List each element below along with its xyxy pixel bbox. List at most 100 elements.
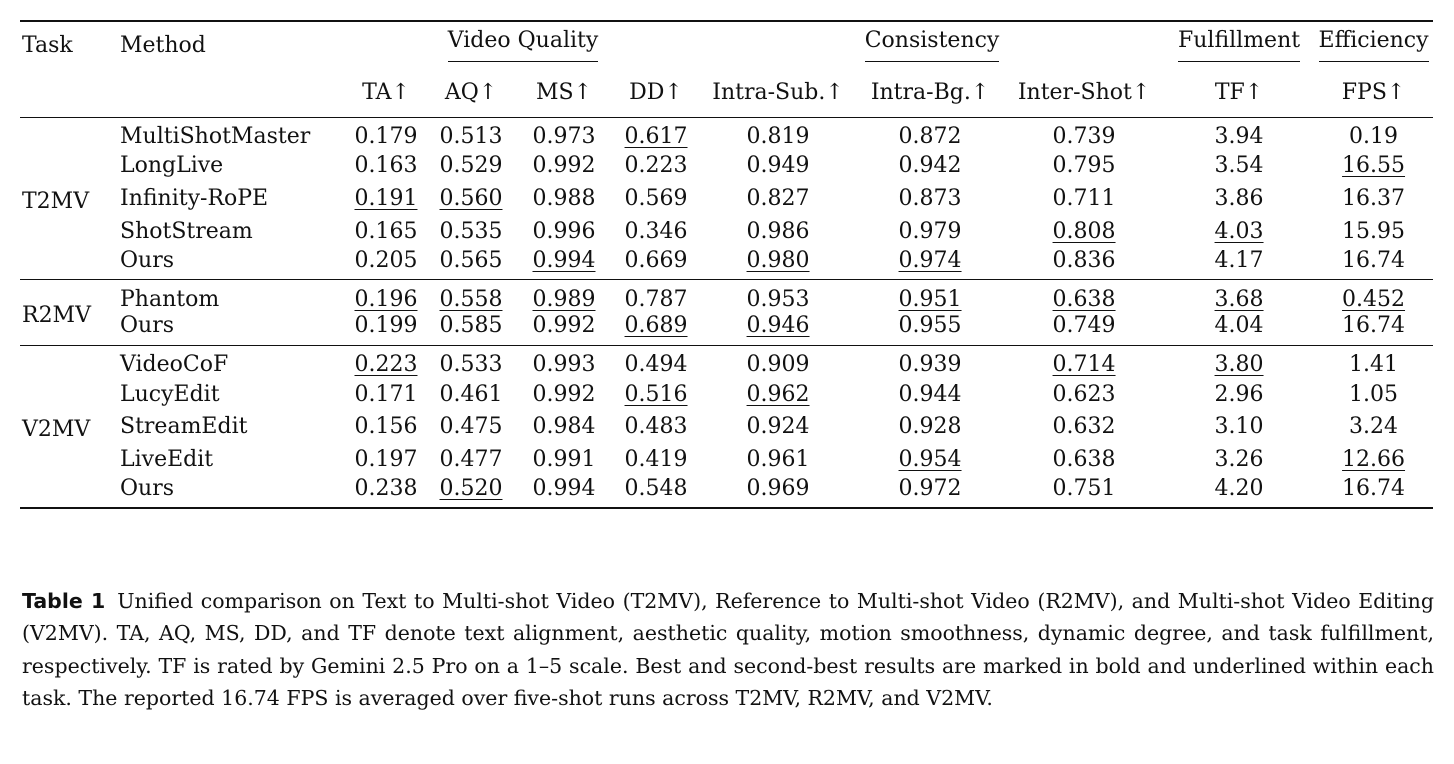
header-empty-method bbox=[120, 69, 346, 117]
cell-tf: 3.68 bbox=[1164, 280, 1314, 313]
cell-ms: 0.993 bbox=[532, 352, 596, 378]
cell-ta: 0.171 bbox=[354, 381, 418, 407]
cell-aq: 0.558 bbox=[426, 280, 516, 313]
cell-dd: 0.346 bbox=[624, 218, 688, 244]
cell-intra-sub: 0.909 bbox=[746, 352, 810, 378]
cell-intra-sub: 0.953 bbox=[746, 287, 810, 313]
method-name: Ours bbox=[120, 475, 175, 501]
cell-aq: 0.513 bbox=[439, 124, 503, 150]
cell-dd: 0.223 bbox=[624, 153, 688, 179]
cell-intra-bg: 0.972 bbox=[898, 475, 962, 501]
cell-ta: 0.179 bbox=[354, 124, 418, 150]
cell-fps: 0.19 bbox=[1349, 124, 1399, 150]
cell-fps: 12.66 bbox=[1314, 443, 1433, 476]
cell-ms: 0.994 bbox=[532, 475, 596, 501]
cell-fps: 1.41 bbox=[1349, 352, 1399, 378]
cell-value: 0.994 bbox=[532, 247, 596, 273]
header-metric-dd: DD↑ bbox=[629, 80, 683, 106]
cell-ta: 0.238 bbox=[354, 475, 418, 501]
cell-ms: 0.992 bbox=[532, 381, 596, 407]
header-metric-intra-bg: Intra-Bg.↑ bbox=[870, 80, 990, 106]
header-metric-inter-shot: Inter-Shot↑ bbox=[1017, 80, 1151, 106]
cell-tf: 3.80 bbox=[1164, 345, 1314, 378]
method-name: Phantom bbox=[120, 287, 220, 313]
cell-value: 0.223 bbox=[354, 352, 418, 378]
cell-intra-bg: 0.939 bbox=[898, 352, 962, 378]
cell-intra-bg: 0.951 bbox=[856, 280, 1004, 313]
cell-value: 0.196 bbox=[354, 287, 418, 313]
cell-dd: 0.494 bbox=[624, 352, 688, 378]
cell-value: 3.68 bbox=[1214, 287, 1264, 313]
cell-aq: 0.477 bbox=[439, 446, 503, 472]
cell-tf: 3.86 bbox=[1214, 185, 1264, 211]
table-row: Ours 0.238 0.520 0.994 0.548 0.969 0.972… bbox=[20, 475, 1434, 509]
header-empty-task bbox=[20, 69, 120, 117]
cell-aq: 0.565 bbox=[439, 247, 503, 273]
cell-intra-bg: 0.928 bbox=[898, 414, 962, 440]
results-table: Task Method Video Quality Consistency Fu… bbox=[20, 20, 1434, 509]
header-group-fulfillment: Fulfillment bbox=[1164, 21, 1314, 69]
cell-aq: 0.560 bbox=[426, 182, 516, 215]
cell-intra-sub: 0.961 bbox=[746, 446, 810, 472]
cell-fps: 16.55 bbox=[1314, 150, 1433, 183]
cell-tf: 4.17 bbox=[1214, 247, 1264, 273]
header-metric-ta: TA↑ bbox=[362, 80, 410, 106]
table-row: Ours 0.199 0.585 0.992 0.689 0.946 0.955… bbox=[20, 313, 1433, 346]
cell-inter-shot: 0.739 bbox=[1052, 124, 1116, 150]
cell-value: 0.452 bbox=[1342, 287, 1406, 313]
section-v2mv: V2MV VideoCoF 0.223 0.533 0.993 0.494 0.… bbox=[20, 345, 1434, 509]
cell-value: 0.617 bbox=[624, 124, 688, 150]
cell-value: 0.560 bbox=[439, 185, 503, 211]
header-group-consistency-label: Consistency bbox=[863, 28, 1002, 63]
cell-value: 0.980 bbox=[746, 247, 810, 273]
table-row: LongLive 0.163 0.529 0.992 0.223 0.949 0… bbox=[20, 150, 1433, 183]
cell-dd: 0.516 bbox=[612, 378, 700, 411]
cell-intra-sub: 0.946 bbox=[700, 313, 856, 346]
caption-text: Unified comparison on Text to Multi-shot… bbox=[22, 589, 1434, 711]
cell-intra-sub: 0.962 bbox=[700, 378, 856, 411]
cell-dd: 0.569 bbox=[624, 185, 688, 211]
cell-tf: 4.03 bbox=[1164, 215, 1314, 248]
cell-dd: 0.787 bbox=[624, 287, 688, 313]
table-row: LiveEdit 0.197 0.477 0.991 0.419 0.961 0… bbox=[20, 443, 1433, 476]
cell-value: 0.951 bbox=[898, 287, 962, 313]
table-row: ShotStream 0.165 0.535 0.996 0.346 0.986… bbox=[20, 215, 1433, 248]
cell-intra-sub: 0.986 bbox=[746, 218, 810, 244]
cell-fps: 16.37 bbox=[1342, 185, 1406, 211]
cell-inter-shot: 0.749 bbox=[1052, 313, 1116, 339]
cell-tf: 4.04 bbox=[1214, 313, 1264, 339]
cell-fps: 0.452 bbox=[1314, 280, 1433, 313]
cell-intra-bg: 0.942 bbox=[898, 153, 962, 179]
cell-dd: 0.548 bbox=[624, 475, 688, 501]
cell-dd: 0.483 bbox=[624, 414, 688, 440]
cell-intra-sub: 0.827 bbox=[746, 185, 810, 211]
cell-ms: 0.984 bbox=[532, 414, 596, 440]
cell-inter-shot: 0.714 bbox=[1004, 345, 1164, 378]
header-group-consistency: Consistency bbox=[700, 21, 1164, 69]
cell-value: 0.808 bbox=[1052, 218, 1116, 244]
cell-ta: 0.197 bbox=[354, 446, 418, 472]
cell-ms: 0.992 bbox=[532, 313, 596, 339]
cell-value: 0.946 bbox=[746, 313, 810, 339]
cell-ta: 0.223 bbox=[346, 345, 426, 378]
header-group-video-quality: Video Quality bbox=[346, 21, 700, 69]
header-method: Method bbox=[120, 33, 206, 58]
method-name: ShotStream bbox=[120, 218, 253, 244]
cell-tf: 3.94 bbox=[1214, 124, 1264, 150]
cell-inter-shot: 0.711 bbox=[1052, 185, 1116, 211]
cell-fps: 16.74 bbox=[1342, 313, 1406, 339]
cell-fps: 15.95 bbox=[1342, 218, 1406, 244]
cell-value: 3.80 bbox=[1214, 352, 1264, 378]
method-name: VideoCoF bbox=[120, 352, 229, 378]
cell-ms: 0.994 bbox=[516, 247, 612, 280]
table-row: Ours 0.205 0.565 0.994 0.669 0.980 0.974… bbox=[20, 247, 1433, 280]
cell-tf: 3.10 bbox=[1214, 414, 1264, 440]
cell-ms: 0.991 bbox=[532, 446, 596, 472]
header-metric-aq: AQ↑ bbox=[444, 80, 498, 106]
cell-intra-bg: 0.873 bbox=[898, 185, 962, 211]
cell-ta: 0.191 bbox=[346, 182, 426, 215]
cell-dd: 0.419 bbox=[624, 446, 688, 472]
section-t2mv: T2MV MultiShotMaster 0.179 0.513 0.973 0… bbox=[20, 117, 1434, 280]
cell-tf: 3.26 bbox=[1214, 446, 1264, 472]
method-name: StreamEdit bbox=[120, 414, 248, 440]
